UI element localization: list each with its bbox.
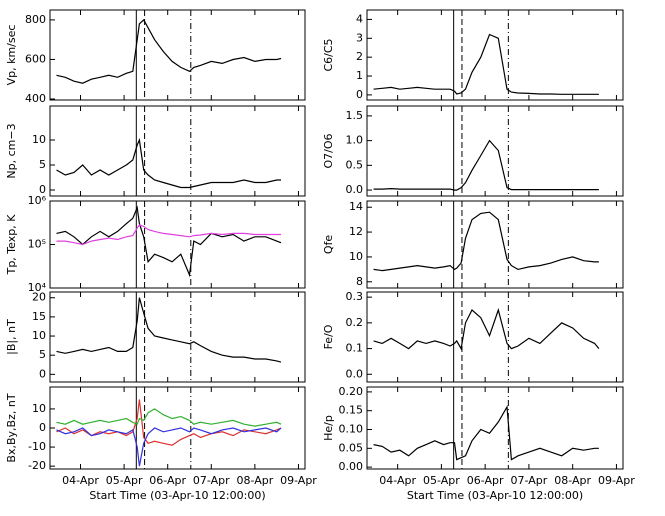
y-axis-label: He/p [322, 415, 335, 441]
y-tick-label: 0 [39, 183, 46, 196]
data-line [56, 18, 282, 84]
data-line [56, 427, 282, 467]
x-tick-label: 04-Apr [62, 474, 99, 487]
y-tick-label: 0.10 [339, 423, 364, 436]
x-tick-label: 07-Apr [511, 474, 548, 487]
y-tick-label: 5 [39, 158, 46, 171]
y-axis-label: Np, cm−3 [5, 123, 18, 178]
data-line [56, 408, 282, 427]
y-tick-label: 3 [356, 31, 363, 44]
y-tick-label: 10⁴ [28, 281, 47, 294]
y-tick-label: 0 [356, 88, 363, 101]
y-tick-label: 4 [356, 12, 363, 25]
plot-frame [49, 291, 306, 383]
y-tick-label: 10 [32, 402, 46, 415]
y-tick-label: 10 [32, 329, 46, 342]
y-axis-label: Qfe [322, 235, 335, 255]
data-line [56, 399, 282, 446]
y-tick-label: 0.0 [346, 367, 364, 380]
y-tick-label: 0.2 [346, 316, 364, 329]
y-tick-label: 5 [39, 348, 46, 361]
y-axis-label: Bx,By,Bz, nT [5, 393, 18, 462]
y-tick-label: 0 [39, 367, 46, 380]
y-tick-label: 2 [356, 50, 363, 63]
data-line [56, 224, 281, 246]
x-axis-label: Start Time (03-Apr-10 12:00:00) [407, 489, 583, 502]
y-tick-label: 0.00 [339, 460, 364, 473]
y-tick-label: 0.3 [346, 290, 364, 303]
y-tick-label: 400 [25, 92, 46, 105]
y-tick-label: 0 [39, 421, 46, 434]
plot-frame [49, 200, 306, 289]
x-tick-label: 07-Apr [193, 474, 230, 487]
y-axis-label: O7/O6 [322, 133, 335, 168]
x-tick-label: 08-Apr [236, 474, 273, 487]
y-tick-label: -10 [28, 440, 46, 453]
y-tick-label: 10 [349, 250, 363, 263]
y-axis-label: |B|, nT [5, 319, 18, 355]
y-tick-label: 0.5 [346, 158, 364, 171]
y-tick-label: 1 [356, 69, 363, 82]
plot-frame [366, 9, 624, 101]
data-line [373, 139, 599, 191]
y-axis-label: Vp, km/sec [5, 25, 18, 86]
plot-frame [366, 386, 624, 470]
y-axis-label: C6/C5 [322, 38, 335, 71]
data-line [373, 211, 599, 272]
x-tick-label: 08-Apr [554, 474, 591, 487]
y-tick-label: 0.15 [339, 404, 364, 417]
y-tick-label: 0.0 [346, 183, 364, 196]
data-line [56, 137, 281, 189]
y-tick-label: 10⁵ [28, 238, 46, 251]
x-tick-label: 06-Apr [149, 474, 186, 487]
y-tick-label: -20 [28, 459, 46, 472]
x-tick-label: 06-Apr [467, 474, 504, 487]
data-line [373, 307, 600, 351]
plot-frame [366, 105, 624, 197]
y-tick-label: 800 [25, 13, 46, 26]
y-tick-label: 1.0 [346, 134, 364, 147]
y-tick-label: 10⁶ [28, 194, 47, 207]
x-tick-label: 09-Apr [598, 474, 635, 487]
data-line [373, 404, 599, 461]
y-tick-label: 20 [32, 291, 46, 304]
plot-frame [49, 105, 306, 197]
plot-frame [366, 200, 624, 289]
y-tick-label: 0.20 [339, 385, 364, 398]
x-tick-label: 05-Apr [106, 474, 143, 487]
x-tick-label: 04-Apr [379, 474, 416, 487]
y-tick-label: 8 [356, 275, 363, 288]
x-axis-label: Start Time (03-Apr-10 12:00:00) [89, 489, 265, 502]
y-tick-label: 14 [349, 200, 363, 213]
x-tick-label: 05-Apr [423, 474, 460, 487]
y-tick-label: 12 [349, 225, 363, 238]
data-line [56, 205, 282, 278]
plot-frame [366, 291, 624, 383]
y-tick-label: 0.1 [346, 342, 364, 355]
data-line [56, 297, 282, 363]
y-axis-label: Tp, Texp, K [5, 214, 18, 276]
y-tick-label: 15 [32, 310, 46, 323]
y-tick-label: 10 [32, 133, 46, 146]
plot-frame [49, 9, 306, 101]
y-axis-label: Fe/O [322, 324, 335, 349]
y-tick-label: 1.5 [346, 109, 364, 122]
data-line [373, 33, 599, 95]
y-tick-label: 600 [25, 52, 46, 65]
x-tick-label: 09-Apr [280, 474, 317, 487]
y-tick-label: 0.05 [339, 441, 364, 454]
